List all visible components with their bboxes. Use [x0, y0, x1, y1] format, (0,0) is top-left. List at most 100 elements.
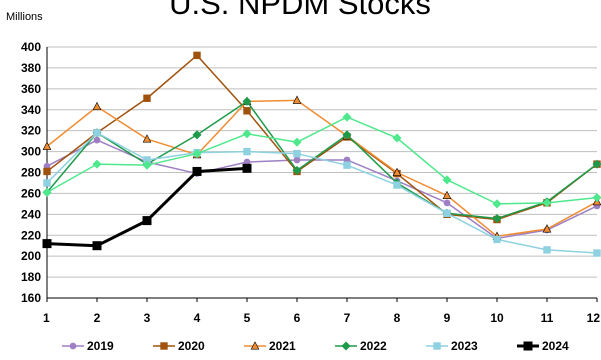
data-point: [543, 246, 551, 254]
data-point: [242, 129, 252, 139]
data-point: [92, 241, 102, 251]
y-tick-label: 300: [21, 145, 41, 159]
legend-label: 2024: [542, 339, 569, 353]
data-point: [443, 199, 451, 207]
x-tick-label: 2: [94, 311, 101, 325]
y-tick-label: 380: [21, 61, 41, 75]
data-point: [243, 147, 251, 156]
x-tick-label: 7: [344, 311, 351, 325]
x-tick-label: 11: [541, 311, 554, 325]
x-axis: 1 2 3 4 5 6 7 8 9 10 11 12: [43, 298, 600, 325]
data-point: [442, 190, 452, 200]
series-group: [42, 51, 601, 257]
series-line: [46, 99, 598, 238]
data-point: [542, 198, 552, 208]
data-point: [293, 156, 301, 164]
x-tick-label: 1: [43, 311, 50, 325]
data-point: [42, 187, 52, 197]
legend-item: 2024: [517, 339, 569, 353]
y-tick-label: 340: [21, 103, 41, 117]
data-point: [342, 112, 352, 122]
data-point: [593, 249, 601, 257]
chart-title: U.S. NPDM Stocks: [169, 0, 431, 21]
series-2023: [43, 129, 601, 257]
data-point: [142, 160, 152, 170]
legend-swatch-marker: [433, 342, 441, 350]
legend-swatch-marker: [523, 341, 533, 351]
legend-label: 2023: [451, 339, 478, 353]
data-point: [142, 134, 152, 143]
grid-lines: [46, 46, 597, 299]
data-point: [42, 239, 52, 249]
data-point: [292, 165, 302, 175]
data-point: [392, 167, 402, 176]
legend-item: 2020: [153, 339, 205, 353]
data-point: [443, 209, 451, 217]
y-tick-label: 200: [21, 249, 41, 263]
data-point: [92, 101, 102, 111]
data-point: [292, 95, 302, 104]
legend-swatch-marker: [69, 342, 77, 350]
x-tick-label: 4: [194, 311, 201, 325]
series-line: [46, 100, 598, 220]
data-point: [142, 216, 152, 226]
x-tick-label: 9: [444, 311, 451, 325]
legend-label: 2020: [178, 339, 205, 353]
x-tick-label: 8: [394, 311, 401, 325]
legend-item: 2019: [62, 339, 114, 353]
legend-swatch-marker: [250, 341, 260, 350]
data-point: [93, 136, 101, 144]
y-tick-label: 320: [21, 124, 41, 138]
series-2024: [42, 163, 252, 251]
y-tick-label: 360: [21, 82, 41, 96]
data-point: [43, 179, 51, 187]
legend: 2019 2020 2021 2022 2023 2024: [62, 339, 569, 353]
data-point: [293, 149, 301, 158]
y-tick-label: 180: [21, 270, 41, 284]
data-point: [192, 166, 202, 176]
legend-swatch-marker: [160, 342, 168, 350]
y-tick-label: 400: [21, 40, 41, 54]
y-tick-label: 160: [21, 291, 41, 305]
x-tick-label: 5: [244, 311, 251, 325]
legend-label: 2022: [360, 339, 387, 353]
data-point: [493, 235, 501, 244]
legend-label: 2019: [87, 339, 114, 353]
data-point: [492, 199, 502, 209]
data-point: [242, 96, 252, 106]
y-axis: 160 180 200 220 240 260 280 300 320 340 360 380 400: [21, 40, 41, 305]
legend-item: 2021: [244, 339, 296, 353]
y-tick-label: 280: [21, 166, 41, 180]
series-line: [46, 166, 248, 248]
unit-label: Millions: [6, 11, 43, 23]
x-tick-label: 6: [294, 311, 301, 325]
data-point: [592, 159, 601, 169]
data-point: [243, 107, 251, 115]
data-point: [343, 161, 351, 169]
x-tick-label: 3: [144, 311, 151, 325]
data-point: [542, 224, 552, 233]
y-tick-label: 260: [21, 186, 41, 200]
x-tick-label: 12: [587, 311, 601, 325]
series-line: [46, 116, 598, 205]
data-point: [492, 213, 502, 224]
data-point: [42, 141, 52, 150]
data-point: [43, 167, 51, 176]
series-unlabeled: [42, 112, 601, 209]
y-tick-label: 220: [21, 228, 41, 242]
legend-item: 2022: [335, 339, 387, 353]
data-point: [393, 181, 401, 189]
data-point: [242, 163, 252, 173]
data-point: [342, 130, 352, 140]
data-point: [192, 130, 202, 140]
series-2020: [43, 51, 601, 224]
series-line: [46, 54, 598, 221]
x-tick-label: 10: [490, 311, 504, 325]
data-point: [392, 133, 402, 143]
data-point: [592, 193, 601, 203]
data-point: [93, 129, 101, 137]
data-point: [193, 51, 201, 60]
data-point: [92, 159, 102, 169]
data-point: [192, 149, 202, 159]
